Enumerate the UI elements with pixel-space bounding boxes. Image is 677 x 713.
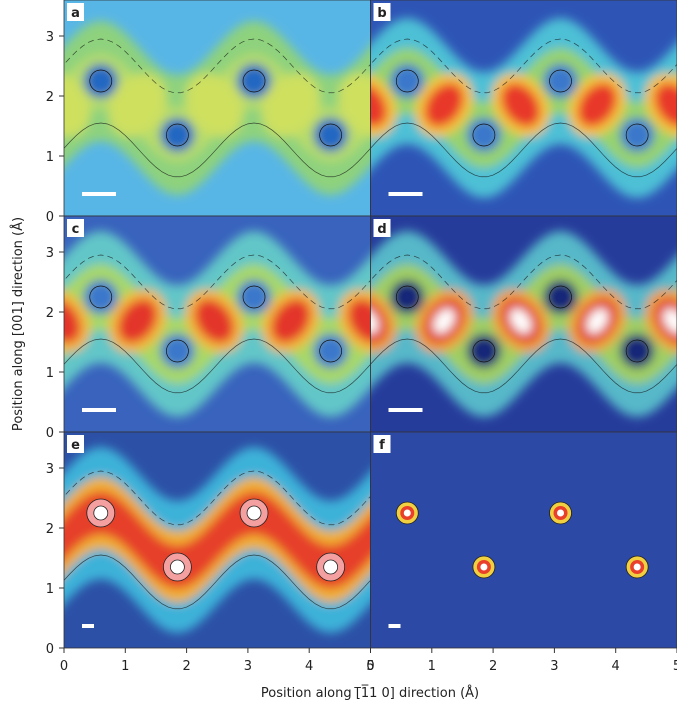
y-tick-label: 2 [46,90,54,105]
density-minimum [544,280,578,314]
panel-label: c [72,222,80,237]
x-tick-label: 3 [550,659,558,674]
x-tick-label: 3 [244,659,252,674]
scale-bar [389,408,423,412]
x-tick-label: 0 [366,659,374,674]
y-tick-label: 0 [46,210,54,225]
density-minimum [314,118,348,152]
density-minimum [84,64,118,98]
density-minimum [84,280,118,314]
peak [170,560,184,574]
density-minimum [467,334,501,368]
panel-label: b [377,6,386,21]
x-tick-label: 4 [612,659,620,674]
heatmap-panel: e [27,432,407,648]
scale-bar [389,624,401,628]
peak [557,510,564,517]
panel-label: d [377,222,386,237]
density-minimum [390,280,424,314]
heatmap-panel: a [20,0,408,216]
y-tick-label: 0 [46,426,54,441]
density-minimum [237,64,271,98]
y-tick-label: 3 [46,462,54,477]
x-tick-label: 1 [121,659,129,674]
heatmap-panel: b [327,0,677,216]
y-tick-label: 2 [46,306,54,321]
panel-label: f [379,438,385,453]
heatmap-panel: d [327,216,677,432]
peak [634,564,641,571]
y-tick-label: 3 [46,246,54,261]
density-minimum [544,64,578,98]
y-tick-label: 2 [46,522,54,537]
peak [480,564,487,571]
scale-bar [82,192,116,196]
peak [94,506,108,520]
scale-bar [82,624,94,628]
y-tick-label: 1 [46,150,54,165]
y-tick-label: 0 [46,642,54,657]
x-tick-label: 0 [60,659,68,674]
y-tick-label: 1 [46,582,54,597]
density-minimum [314,334,348,368]
density-minimum [620,334,654,368]
density-minimum [467,118,501,152]
panel-label: e [71,438,80,453]
heatmap-panel: c [20,216,408,432]
x-tick-label: 4 [305,659,313,674]
y-tick-label: 1 [46,366,54,381]
x-tick-label: 2 [182,659,190,674]
density-minimum [390,64,424,98]
density-minimum [160,118,194,152]
x-tick-label: 5 [673,659,677,674]
density-minimum [620,118,654,152]
peak [324,560,338,574]
heatmap-panel: f [371,432,677,648]
peak [404,510,411,517]
peak [247,506,261,520]
x-axis-label: Position along [̅1̅1 0] direction (Å) [261,685,479,701]
page: {"chart_data": {"type": "heatmap-grid", … [0,0,677,709]
y-tick-label: 3 [46,30,54,45]
figure: Position along [̅1̅1 0] direction (Å) Po… [0,0,677,709]
density-minimum [160,334,194,368]
y-axis-label: Position along [001] direction (Å) [10,217,26,431]
x-tick-label: 1 [428,659,436,674]
x-tick-label: 2 [489,659,497,674]
panel-background [371,432,677,648]
panel-label: a [71,6,80,21]
scale-bar [82,408,116,412]
scale-bar [389,192,423,196]
density-minimum [237,280,271,314]
